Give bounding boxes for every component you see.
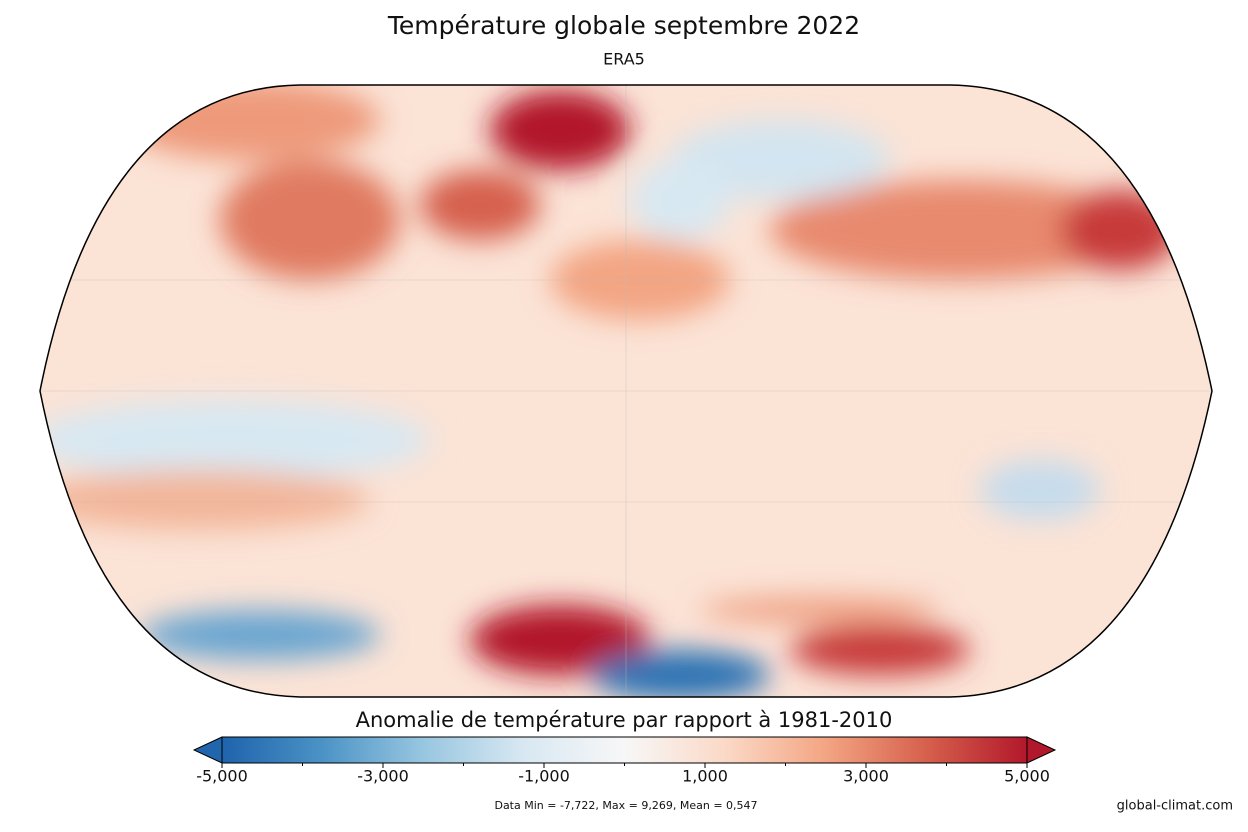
colorbar-tick-label: 3,000 xyxy=(843,767,889,786)
stats: Data Min = -7,722, Max = 9,269, Mean = 0… xyxy=(494,799,757,812)
colorbar-over xyxy=(1026,736,1057,764)
colorbar-tick-label: 5,000 xyxy=(1004,767,1050,786)
colorbar-tick-label: -5,000 xyxy=(196,767,248,786)
colorbar-tick-label: 1,000 xyxy=(682,767,728,786)
title: Température globale septembre 2022 xyxy=(387,11,860,40)
colorbar-bar xyxy=(221,736,1028,764)
colorbar-under xyxy=(192,736,223,764)
subtitle: ERA5 xyxy=(603,50,645,69)
colorbar-label: Anomalie de température par rapport à 19… xyxy=(356,708,893,732)
colorbar-tick-label: -3,000 xyxy=(357,767,409,786)
anomaly-field xyxy=(40,85,1212,697)
map-outline xyxy=(39,84,1213,698)
colorbar-tick-label: -1,000 xyxy=(518,767,570,786)
credit: global-climat.com xyxy=(1117,799,1233,814)
colorbar: -5,000 -3,000 -1,000 1,000 3,000 5,000 xyxy=(192,736,1057,786)
